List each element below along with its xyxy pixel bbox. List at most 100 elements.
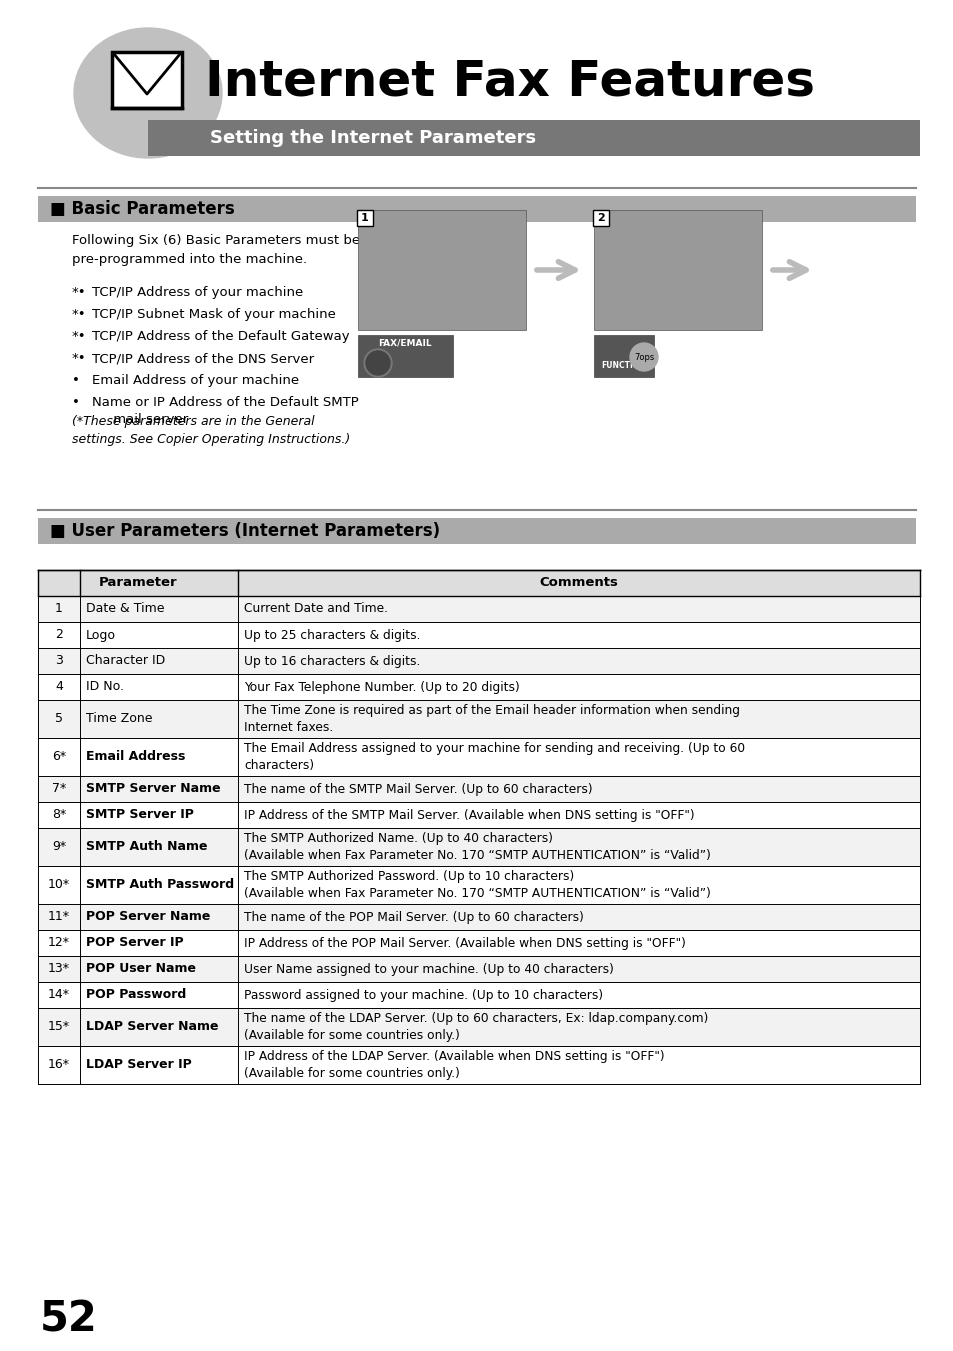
FancyBboxPatch shape [38,957,919,982]
Text: SMTP Auth Name: SMTP Auth Name [86,840,208,854]
FancyBboxPatch shape [594,335,654,377]
Text: POP Server IP: POP Server IP [86,936,183,950]
Text: 2: 2 [55,628,63,642]
Text: *•: *• [71,286,87,299]
Text: Parameter: Parameter [98,577,177,589]
Text: LDAP Server IP: LDAP Server IP [86,1058,192,1071]
Text: 12*: 12* [48,936,70,950]
Text: ■ Basic Parameters: ■ Basic Parameters [50,200,234,218]
FancyBboxPatch shape [38,982,919,1008]
Text: TCP/IP Address of your machine: TCP/IP Address of your machine [91,286,303,299]
Text: ■ User Parameters (Internet Parameters): ■ User Parameters (Internet Parameters) [50,521,439,540]
Text: TCP/IP Address of the Default Gateway: TCP/IP Address of the Default Gateway [91,330,349,343]
FancyBboxPatch shape [38,674,919,700]
Text: 5: 5 [55,712,63,725]
Text: Comments: Comments [539,577,618,589]
Circle shape [366,351,390,376]
Text: IP Address of the LDAP Server. (Available when DNS setting is "OFF")
(Available : IP Address of the LDAP Server. (Availabl… [244,1050,664,1079]
FancyBboxPatch shape [38,648,919,674]
Text: 3: 3 [55,654,63,667]
Text: 2: 2 [597,213,604,223]
FancyBboxPatch shape [593,209,608,226]
Text: Logo: Logo [86,628,116,642]
Text: 11*: 11* [48,911,70,924]
FancyBboxPatch shape [148,120,919,155]
Text: The name of the POP Mail Server. (Up to 60 characters): The name of the POP Mail Server. (Up to … [244,911,583,924]
Text: (*These parameters are in the General
settings. See Copier Operating Instruction: (*These parameters are in the General se… [71,415,350,446]
FancyBboxPatch shape [38,517,915,544]
Text: ID No.: ID No. [86,681,124,693]
FancyBboxPatch shape [112,51,182,108]
Text: 7*: 7* [51,782,66,796]
FancyBboxPatch shape [38,621,919,648]
Circle shape [629,343,658,372]
Text: Time Zone: Time Zone [86,712,152,725]
Text: 7ops: 7ops [633,353,654,362]
Circle shape [364,349,392,377]
FancyBboxPatch shape [38,1008,919,1046]
FancyBboxPatch shape [38,929,919,957]
Text: FUNCTION: FUNCTION [601,361,646,370]
FancyBboxPatch shape [38,596,919,621]
Text: 14*: 14* [48,989,70,1001]
Text: TCP/IP Subnet Mask of your machine: TCP/IP Subnet Mask of your machine [91,308,335,322]
Text: The SMTP Authorized Name. (Up to 40 characters)
(Available when Fax Parameter No: The SMTP Authorized Name. (Up to 40 char… [244,832,710,862]
FancyBboxPatch shape [38,700,919,738]
Text: FAX/EMAIL: FAX/EMAIL [377,339,432,347]
FancyBboxPatch shape [38,1046,919,1084]
FancyBboxPatch shape [357,335,453,377]
Text: 10*: 10* [48,878,70,892]
Text: The Time Zone is required as part of the Email header information when sending
I: The Time Zone is required as part of the… [244,704,740,734]
Text: Email Address of your machine: Email Address of your machine [91,374,299,386]
Text: 6*: 6* [51,751,66,763]
FancyBboxPatch shape [38,775,919,802]
Text: POP User Name: POP User Name [86,962,195,975]
Text: LDAP Server Name: LDAP Server Name [86,1020,218,1034]
Text: TCP/IP Address of the DNS Server: TCP/IP Address of the DNS Server [91,353,314,365]
Text: Email Address: Email Address [86,751,185,763]
Text: SMTP Auth Password: SMTP Auth Password [86,878,233,892]
Text: 1: 1 [55,603,63,616]
Text: SMTP Server IP: SMTP Server IP [86,808,193,821]
FancyBboxPatch shape [38,802,919,828]
Text: Up to 16 characters & digits.: Up to 16 characters & digits. [244,654,420,667]
Text: The SMTP Authorized Password. (Up to 10 characters)
(Available when Fax Paramete: The SMTP Authorized Password. (Up to 10 … [244,870,710,900]
Text: SMTP Server Name: SMTP Server Name [86,782,220,796]
Text: 13*: 13* [48,962,70,975]
Text: 4: 4 [55,681,63,693]
Text: •: • [71,374,80,386]
FancyBboxPatch shape [38,904,919,929]
Text: 9*: 9* [51,840,66,854]
FancyBboxPatch shape [38,866,919,904]
Text: POP Server Name: POP Server Name [86,911,211,924]
Text: The Email Address assigned to your machine for sending and receiving. (Up to 60
: The Email Address assigned to your machi… [244,742,744,771]
Text: 1: 1 [361,213,369,223]
Text: Following Six (6) Basic Parameters must be
pre-programmed into the machine.: Following Six (6) Basic Parameters must … [71,234,359,266]
Text: Date & Time: Date & Time [86,603,164,616]
Text: *•: *• [71,330,87,343]
FancyBboxPatch shape [38,828,919,866]
Text: 15*: 15* [48,1020,70,1034]
FancyBboxPatch shape [38,570,919,596]
Text: *•: *• [71,353,87,365]
Text: 52: 52 [40,1300,97,1342]
Text: User Name assigned to your machine. (Up to 40 characters): User Name assigned to your machine. (Up … [244,962,613,975]
FancyBboxPatch shape [38,196,915,222]
Text: IP Address of the SMTP Mail Server. (Available when DNS setting is "OFF"): IP Address of the SMTP Mail Server. (Ava… [244,808,694,821]
Text: Character ID: Character ID [86,654,165,667]
Ellipse shape [74,28,222,158]
Text: IP Address of the POP Mail Server. (Available when DNS setting is "OFF"): IP Address of the POP Mail Server. (Avai… [244,936,685,950]
Text: Up to 25 characters & digits.: Up to 25 characters & digits. [244,628,420,642]
Text: Current Date and Time.: Current Date and Time. [244,603,388,616]
FancyBboxPatch shape [594,209,761,330]
Text: The name of the SMTP Mail Server. (Up to 60 characters): The name of the SMTP Mail Server. (Up to… [244,782,592,796]
Text: 16*: 16* [48,1058,70,1071]
Text: Name or IP Address of the Default SMTP
     mail server: Name or IP Address of the Default SMTP m… [91,396,358,426]
Text: Setting the Internet Parameters: Setting the Internet Parameters [210,128,536,147]
Text: Password assigned to your machine. (Up to 10 characters): Password assigned to your machine. (Up t… [244,989,602,1001]
Text: 8*: 8* [51,808,66,821]
Text: •: • [71,396,80,409]
Text: Internet Fax Features: Internet Fax Features [205,58,814,105]
Text: POP Password: POP Password [86,989,186,1001]
FancyBboxPatch shape [356,209,373,226]
